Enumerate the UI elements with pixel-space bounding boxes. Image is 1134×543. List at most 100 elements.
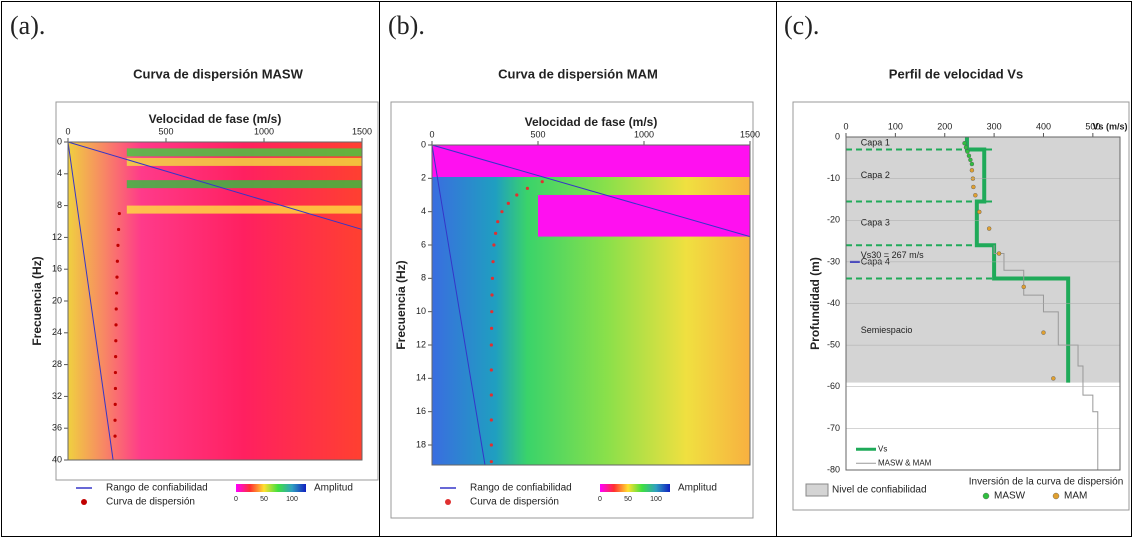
y-tick-label: -60 <box>827 381 840 391</box>
legend-label: Curva de dispersión <box>470 497 559 508</box>
dispersion-point <box>489 343 493 347</box>
legend-point <box>81 499 87 505</box>
y-tick-label: 36 <box>52 423 62 433</box>
inversion-point <box>966 153 972 158</box>
legend-label: MASW & MAM <box>878 458 932 467</box>
y-tick-label: -40 <box>827 298 840 308</box>
dispersion-point <box>489 393 493 397</box>
chart-title: Perfil de velocidad Vs <box>889 66 1023 81</box>
dispersion-point <box>515 193 519 197</box>
dispersion-point <box>490 310 494 314</box>
colorbar-label: Amplitud <box>314 483 353 494</box>
y-tick-label: 4 <box>421 206 426 216</box>
inversion-point <box>973 193 978 198</box>
chart-title: Curva de dispersión MAM <box>498 66 658 81</box>
inversion-point <box>977 209 982 215</box>
panel-label: (c). <box>784 11 819 40</box>
legend-label: Rango de confiabilidad <box>106 483 208 494</box>
dispersion-point <box>492 243 496 247</box>
dispersion-point <box>114 339 118 343</box>
y-tick-label: 8 <box>57 200 62 210</box>
heatmap-band <box>432 145 750 177</box>
x-tick-label: 1500 <box>740 129 760 139</box>
vs-profile <box>964 137 1071 383</box>
colorbar-tick: 50 <box>624 496 632 503</box>
heatmap-band <box>126 180 362 189</box>
dispersion-point <box>113 402 117 406</box>
dispersion-point <box>489 443 493 447</box>
y-tick-label: 12 <box>52 232 62 242</box>
dispersion-point <box>115 259 119 263</box>
dispersion-point <box>113 418 117 422</box>
y-tick-label: -70 <box>827 423 840 433</box>
x-axis-label: Vs (m/s) <box>1092 121 1127 131</box>
legend-label: Curva de dispersión <box>106 497 195 508</box>
heatmap-band <box>126 148 362 157</box>
dispersion-point <box>489 418 493 422</box>
layer-label: Capa 3 <box>861 218 890 228</box>
inversion-point <box>986 226 992 231</box>
x-tick-label: 0 <box>429 129 434 139</box>
dispersion-point <box>496 220 500 224</box>
legend-point <box>1052 492 1060 500</box>
y-axis-label: Frecuencia (Hz) <box>394 260 408 349</box>
y-tick-label: 12 <box>416 339 426 349</box>
legend-label: Nivel de confiabilidad <box>832 485 927 496</box>
legend-label: Rango de confiabilidad <box>470 483 572 494</box>
y-tick-label: 8 <box>421 273 426 283</box>
y-tick-label: 18 <box>416 439 426 449</box>
layer-label: Capa 1 <box>861 138 890 148</box>
colorbar-tick: 50 <box>260 496 268 503</box>
dispersion-point <box>116 227 121 232</box>
y-tick-label: 24 <box>52 327 62 337</box>
y-tick-label: 2 <box>421 173 426 183</box>
x-tick-label: 1000 <box>634 129 654 139</box>
y-tick-label: 10 <box>416 306 426 316</box>
dispersion-point <box>540 180 544 184</box>
dispersion-point <box>491 260 495 264</box>
heatmap-band <box>126 205 362 214</box>
x-tick-label: 500 <box>1085 121 1100 131</box>
inversion-point <box>1041 330 1046 335</box>
dispersion-point <box>117 211 121 216</box>
y-tick-label: 4 <box>57 168 62 178</box>
layer-label: Capa 4 <box>861 256 890 266</box>
y-tick-label: 0 <box>835 131 840 141</box>
x-tick-label: 200 <box>937 121 952 131</box>
y-tick-label: 16 <box>416 406 426 416</box>
y-tick-label: -30 <box>827 256 840 266</box>
plot-border <box>845 136 1121 471</box>
y-tick-label: -10 <box>827 173 840 183</box>
dispersion-point <box>113 434 117 438</box>
y-tick-label: 28 <box>52 359 62 369</box>
dispersion-point <box>490 293 494 297</box>
x-tick-label: 1000 <box>254 126 274 136</box>
y-tick-label: 40 <box>52 454 62 464</box>
dispersion-point <box>490 276 495 280</box>
dispersion-point <box>115 291 119 295</box>
y-tick-label: 32 <box>52 391 62 401</box>
dispersion-point <box>489 368 493 372</box>
inversion-point <box>968 157 973 163</box>
y-tick-label: 20 <box>52 295 62 305</box>
colorbar <box>600 484 670 492</box>
colorbar-tick: 0 <box>234 496 238 503</box>
y-tick-label: 14 <box>416 373 426 383</box>
colorbar-label: Amplitud <box>678 483 717 494</box>
heatmap-band <box>538 195 750 237</box>
legend-swatch <box>805 483 829 497</box>
dispersion-point <box>494 231 498 235</box>
halfspace-label: Semiespacio <box>861 325 913 335</box>
legend-label: Vs <box>878 444 887 453</box>
dispersion-point <box>114 323 118 327</box>
inversion-point <box>969 161 975 167</box>
x-axis-label: Velocidad de fase (m/s) <box>525 115 658 129</box>
y-axis-label: Frecuencia (Hz) <box>30 256 44 345</box>
x-tick-label: 1500 <box>352 126 372 136</box>
y-tick-label: -20 <box>827 215 840 225</box>
legend-label: MASW <box>994 491 1026 502</box>
inversion-point <box>965 149 970 154</box>
panel-label: (a). <box>10 11 45 40</box>
